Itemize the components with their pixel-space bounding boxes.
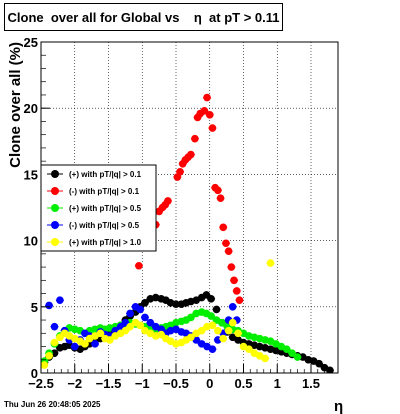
- data-point: [176, 167, 184, 176]
- data-point: [235, 296, 244, 304]
- data-point: [141, 313, 149, 322]
- data-point: [191, 134, 199, 143]
- legend-marker: [51, 238, 59, 246]
- x-tick-label: −0.5: [163, 376, 189, 391]
- data-point: [282, 345, 291, 353]
- data-point: [234, 329, 242, 338]
- legend-label: (-) with pT/|q| > 0.1: [69, 187, 140, 196]
- data-point: [136, 305, 145, 314]
- data-point: [135, 261, 143, 270]
- data-point: [293, 353, 302, 361]
- x-tick-label: −1.5: [96, 376, 122, 391]
- data-point: [126, 322, 134, 331]
- data-point: [288, 349, 296, 357]
- x-tick-label: −1: [135, 376, 150, 391]
- y-tick-label: 20: [24, 101, 38, 116]
- data-point: [228, 318, 237, 327]
- x-tick-label: 1.5: [302, 376, 320, 391]
- data-point: [50, 338, 59, 347]
- x-tick-label: −2.5: [28, 376, 54, 391]
- y-tick-label: 10: [24, 234, 38, 249]
- y-tick-label: 5: [31, 300, 38, 315]
- data-point: [81, 340, 89, 348]
- data-point: [219, 334, 228, 343]
- data-point: [41, 361, 49, 369]
- y-axis-label: Clone over all (%): [7, 42, 24, 168]
- data-point: [56, 296, 64, 304]
- legend-marker: [51, 221, 59, 229]
- legend-label: (+) with pT/|q| > 0.1: [69, 170, 142, 179]
- data-point: [70, 342, 79, 351]
- y-tick-label: 15: [24, 167, 38, 182]
- data-point: [227, 263, 236, 271]
- data-point: [141, 299, 149, 307]
- y-tick-label: 25: [24, 35, 38, 50]
- data-point: [232, 287, 241, 295]
- data-point: [187, 313, 195, 322]
- data-point: [207, 312, 215, 320]
- data-point: [172, 300, 180, 308]
- data-point: [315, 359, 323, 368]
- x-axis-label: η: [334, 398, 343, 414]
- data-point: [205, 111, 214, 119]
- data-point: [216, 194, 225, 203]
- data-point: [203, 93, 211, 102]
- data-point: [96, 329, 105, 338]
- data-point: [164, 197, 172, 205]
- data-point: [45, 351, 53, 360]
- data-point: [50, 322, 59, 331]
- legend-marker: [51, 170, 59, 178]
- data-point: [218, 318, 226, 327]
- data-point: [219, 223, 228, 232]
- data-point: [91, 340, 99, 348]
- data-point: [126, 309, 134, 318]
- legend-marker: [51, 204, 59, 212]
- data-point: [326, 366, 334, 373]
- data-point: [214, 186, 222, 195]
- data-point: [214, 326, 222, 335]
- data-markers: [41, 93, 334, 373]
- data-point: [136, 321, 145, 330]
- data-point: [207, 295, 215, 303]
- data-point: [261, 354, 269, 363]
- legend-label: (-) with pT/|q| > 0.5: [69, 221, 140, 230]
- data-point: [224, 326, 233, 335]
- data-point: [200, 107, 209, 115]
- data-point: [208, 321, 217, 330]
- x-tick-label: −2: [67, 376, 82, 391]
- timestamp-footer: Thu Jun 26 20:48:05 2025: [4, 400, 101, 409]
- data-point: [208, 345, 217, 353]
- data-point: [208, 124, 217, 132]
- data-point: [146, 318, 155, 327]
- x-tick-label: 1: [274, 376, 281, 391]
- legend: (+) with pT/|q| > 0.1 (-) with pT/|q| > 0…: [40, 164, 157, 252]
- y-tick-label: 0: [31, 366, 38, 381]
- data-point: [228, 303, 237, 311]
- data-point: [222, 239, 230, 248]
- data-point: [212, 305, 221, 314]
- x-tick-label: 0.5: [234, 376, 252, 391]
- data-point: [245, 345, 253, 353]
- legend-label: (+) with pT/|q| > 0.5: [69, 204, 142, 213]
- legend-label: (+) with pT/|q| > 1.0: [69, 238, 142, 247]
- data-point: [187, 333, 195, 342]
- data-point: [197, 326, 206, 335]
- data-point: [266, 259, 275, 267]
- data-point: [230, 276, 238, 285]
- tick-labels: −2.5 −2 −1.5 −1 −0.5 0 0.5 1 1.5 0 5 10 15 20 25: [24, 35, 321, 391]
- data-point: [45, 301, 53, 310]
- legend-marker: [51, 187, 59, 195]
- chart-title: Clone over all for Global vs η at pT > 0…: [4, 3, 283, 31]
- data-point: [106, 336, 114, 344]
- data-point: [187, 150, 195, 159]
- data-point: [224, 247, 233, 255]
- x-tick-label: 0: [206, 376, 213, 391]
